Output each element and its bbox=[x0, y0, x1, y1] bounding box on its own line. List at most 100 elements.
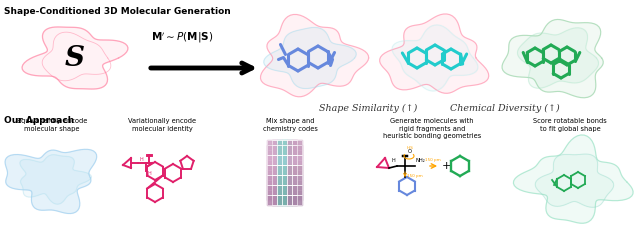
Bar bbox=[272, 145, 282, 155]
Polygon shape bbox=[264, 27, 356, 89]
Bar bbox=[292, 190, 302, 200]
Bar bbox=[277, 165, 287, 175]
Bar bbox=[267, 155, 277, 165]
Bar bbox=[267, 150, 277, 160]
Bar bbox=[292, 145, 302, 155]
Bar bbox=[282, 185, 292, 195]
Bar bbox=[287, 180, 297, 190]
Bar bbox=[282, 140, 292, 150]
Text: H: H bbox=[392, 158, 396, 163]
Bar bbox=[277, 160, 287, 170]
Polygon shape bbox=[260, 14, 369, 97]
Polygon shape bbox=[380, 14, 489, 93]
Text: NH₂: NH₂ bbox=[415, 158, 425, 163]
Bar bbox=[287, 190, 297, 200]
Text: S: S bbox=[65, 45, 85, 72]
Bar bbox=[282, 145, 292, 155]
Polygon shape bbox=[22, 27, 128, 89]
Bar bbox=[287, 170, 297, 180]
Bar bbox=[277, 165, 287, 175]
Bar bbox=[272, 185, 282, 195]
Bar bbox=[267, 185, 277, 195]
Bar bbox=[287, 160, 297, 170]
Bar bbox=[292, 140, 302, 150]
Bar bbox=[282, 155, 292, 165]
Text: H: H bbox=[147, 171, 151, 176]
Bar bbox=[272, 180, 282, 190]
Text: Shape-Conditioned 3D Molecular Generation: Shape-Conditioned 3D Molecular Generatio… bbox=[4, 7, 231, 16]
Bar bbox=[287, 140, 297, 150]
Bar bbox=[267, 165, 277, 175]
Polygon shape bbox=[5, 149, 97, 214]
Polygon shape bbox=[502, 19, 604, 98]
Text: H: H bbox=[139, 157, 143, 162]
Bar bbox=[287, 185, 297, 195]
Bar bbox=[287, 165, 297, 175]
Bar bbox=[287, 185, 297, 195]
Bar bbox=[272, 195, 282, 205]
Bar bbox=[292, 175, 302, 185]
Bar bbox=[277, 150, 287, 160]
Bar bbox=[287, 150, 297, 160]
Bar bbox=[282, 180, 292, 190]
Bar bbox=[277, 140, 287, 150]
Bar bbox=[282, 190, 292, 200]
Polygon shape bbox=[513, 135, 633, 223]
Bar bbox=[287, 190, 297, 200]
Bar bbox=[267, 185, 277, 195]
Bar bbox=[277, 145, 287, 155]
Bar bbox=[277, 180, 287, 190]
Bar bbox=[292, 195, 302, 205]
Text: +: + bbox=[442, 161, 451, 171]
Text: Chemical Diversity (↑): Chemical Diversity (↑) bbox=[450, 104, 560, 113]
Bar bbox=[287, 170, 297, 180]
Bar bbox=[272, 175, 282, 185]
Bar bbox=[282, 180, 292, 190]
Bar bbox=[277, 155, 287, 165]
Bar bbox=[287, 160, 297, 170]
Bar bbox=[292, 155, 302, 165]
Bar bbox=[292, 195, 302, 205]
Bar bbox=[267, 180, 277, 190]
Bar bbox=[292, 185, 302, 195]
Bar bbox=[282, 170, 292, 180]
Bar bbox=[282, 185, 292, 195]
Bar bbox=[277, 185, 287, 195]
Bar bbox=[292, 150, 302, 160]
Bar bbox=[292, 160, 302, 170]
Bar bbox=[272, 155, 282, 165]
Bar bbox=[292, 160, 302, 170]
Bar bbox=[287, 195, 297, 205]
Bar bbox=[272, 180, 282, 190]
Bar bbox=[282, 165, 292, 175]
Bar bbox=[267, 160, 277, 170]
Bar bbox=[287, 180, 297, 190]
Bar bbox=[282, 165, 292, 175]
Bar bbox=[267, 170, 277, 180]
Bar bbox=[287, 140, 297, 150]
Bar bbox=[277, 190, 287, 200]
Bar bbox=[272, 185, 282, 195]
Bar bbox=[282, 175, 292, 185]
Bar bbox=[287, 165, 297, 175]
Bar bbox=[277, 170, 287, 180]
Bar bbox=[292, 170, 302, 180]
Bar bbox=[267, 145, 277, 155]
Bar bbox=[282, 160, 292, 170]
Bar bbox=[267, 155, 277, 165]
Bar bbox=[277, 180, 287, 190]
Bar bbox=[267, 175, 277, 185]
Bar bbox=[282, 160, 292, 170]
Polygon shape bbox=[535, 154, 614, 207]
Bar bbox=[272, 170, 282, 180]
Text: Variationally encode
molecular identity: Variationally encode molecular identity bbox=[128, 118, 196, 131]
Bar bbox=[282, 195, 292, 205]
Bar bbox=[292, 185, 302, 195]
Bar bbox=[277, 195, 287, 205]
Bar bbox=[292, 150, 302, 160]
Bar bbox=[292, 145, 302, 155]
Bar bbox=[267, 190, 277, 200]
Bar bbox=[277, 195, 287, 205]
Bar bbox=[277, 140, 287, 150]
Bar bbox=[277, 175, 287, 185]
